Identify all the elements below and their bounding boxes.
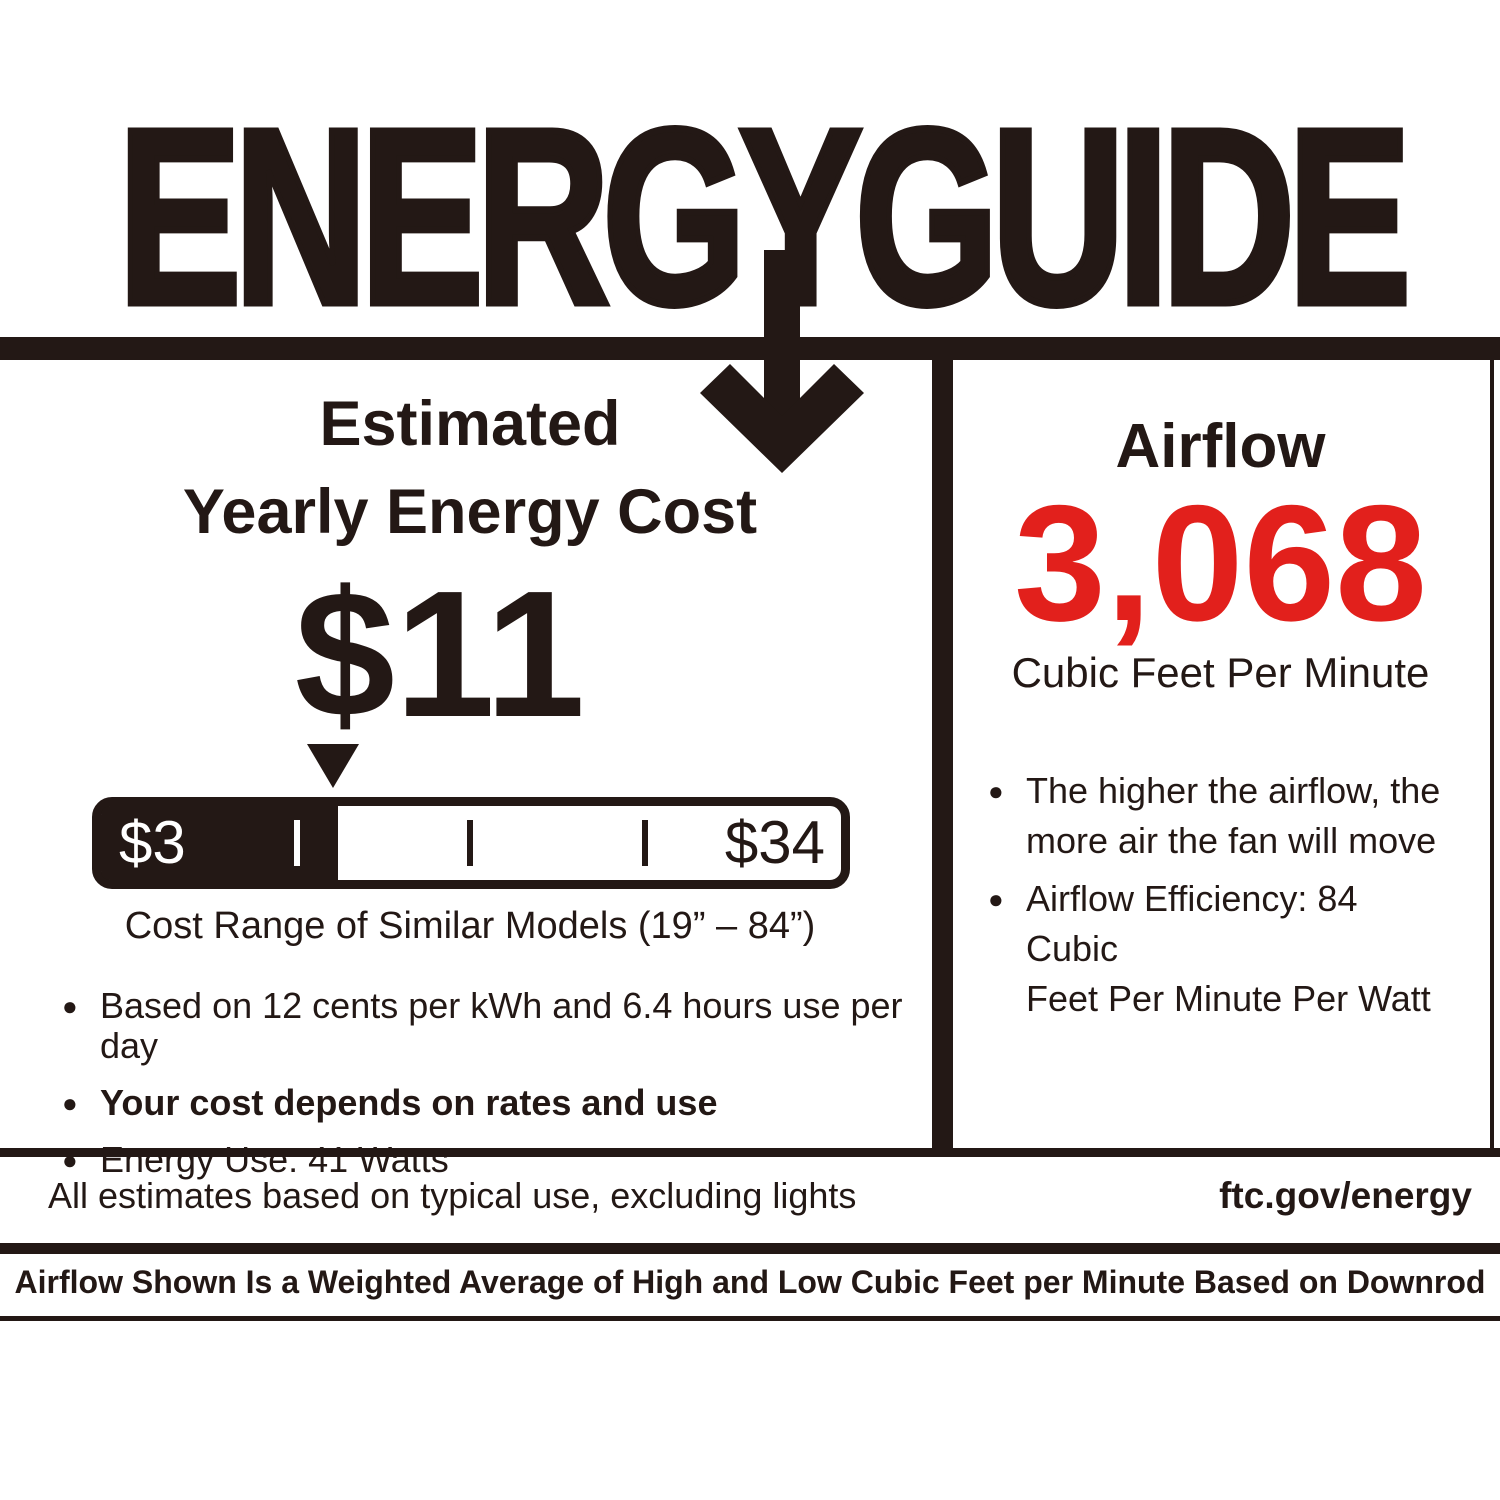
cost-range-fill: $3 (101, 806, 338, 880)
range-min-label: $3 (119, 809, 186, 876)
panel-divider (932, 360, 953, 1148)
bullet-icon: ● (62, 1088, 78, 1118)
range-tick (467, 820, 473, 866)
list-item: ● Energy Use: 41 Watts (62, 1139, 449, 1180)
right-border (1490, 360, 1494, 1148)
ftc-gov-energy-link: ftc.gov/energy (1219, 1175, 1472, 1216)
footer-bottom-rule (0, 1316, 1500, 1321)
downrod-note: Airflow Shown Is a Weighted Average of H… (14, 1264, 1486, 1300)
bullet-icon: ● (988, 776, 1004, 806)
yearly-cost-value: $11 (294, 554, 586, 755)
airflow-value: 3,068 (1014, 471, 1427, 655)
estimated-title-line1: Estimated (319, 389, 621, 459)
panels-bottom-rule (0, 1148, 1500, 1157)
bullet-icon: ● (62, 991, 78, 1021)
cost-marker-triangle-icon (307, 744, 359, 788)
range-tick (294, 820, 300, 866)
top-rule (0, 337, 1500, 360)
airflow-unit: Cubic Feet Per Minute (1011, 649, 1430, 696)
cost-range-bar: $3 $34 (92, 797, 850, 889)
estimates-note: All estimates based on typical use, excl… (48, 1175, 857, 1216)
estimated-title-line2: Yearly Energy Cost (182, 477, 758, 547)
bullet-icon: ● (988, 884, 1004, 914)
list-item: ● Your cost depends on rates and use (62, 1082, 718, 1123)
down-arrow-icon (700, 250, 864, 473)
range-max-label: $34 (724, 809, 825, 876)
list-item: ● Based on 12 cents per kWh and 6.4 hour… (62, 985, 903, 1066)
list-item: ● The higher the airflow, the more air t… (988, 766, 1458, 866)
airflow-heading: Airflow (1115, 412, 1326, 481)
list-item: ● Airflow Efficiency: 84 Cubic Feet Per … (988, 874, 1458, 1024)
left-bullet-list: ● Based on 12 cents per kWh and 6.4 hour… (62, 986, 932, 1197)
range-tick (642, 820, 648, 866)
right-bullet-list: ● The higher the airflow, the more air t… (988, 766, 1458, 1032)
range-caption: Cost Range of Similar Models (19” – 84”) (124, 905, 816, 947)
footer-top-rule (0, 1243, 1500, 1254)
